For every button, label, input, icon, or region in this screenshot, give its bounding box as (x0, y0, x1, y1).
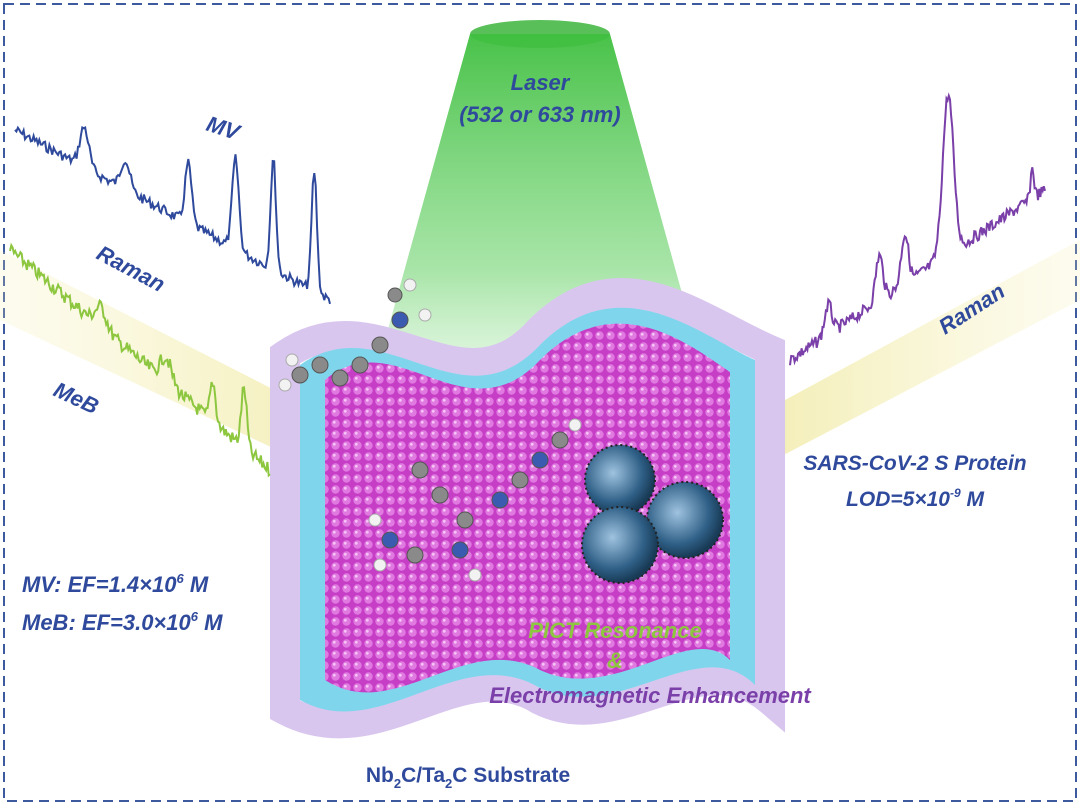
substrate-halo (270, 277, 785, 739)
ef-exponent: 6 (176, 571, 184, 586)
lod-unit: M (961, 488, 985, 511)
molecules (291, 287, 569, 564)
mv-spectrum (14, 125, 331, 305)
lod-text: LOD=5×10 (846, 488, 950, 511)
frame (3, 3, 1077, 802)
ef-text: MV: EF=1.4×10 (22, 572, 177, 597)
ef-unit: M (184, 572, 209, 597)
mxene-sheet (325, 323, 730, 693)
ef-meb: MeB: EF=3.0×106 M (22, 609, 223, 635)
raman-label-left: Raman (93, 240, 170, 297)
substrate-subscript: 2 (445, 776, 452, 791)
sars-cov-2-proteins (581, 444, 724, 584)
substrate-subscript: 2 (394, 776, 401, 791)
laser-wavelength: (532 or 633 nm) (459, 102, 620, 127)
pict-label: PICT Resonance (528, 618, 702, 643)
meb-spectrum (9, 242, 271, 478)
substrate-text: C/Ta (401, 764, 445, 787)
lod-label: LOD=5×10-9 M (846, 486, 984, 511)
substrate-text: Nb (366, 764, 394, 787)
em-label: Electromagnetic Enhancement (489, 683, 812, 708)
sars-spectrum (789, 92, 1046, 366)
mv-label: MV (203, 111, 244, 146)
meb-label: MeB (50, 377, 103, 419)
target-label: SARS-CoV-2 S Protein (803, 452, 1026, 475)
ef-exponent: 6 (191, 609, 199, 624)
ampersand: & (607, 648, 623, 673)
laser-label: Laser (511, 70, 571, 95)
ef-unit: M (198, 610, 223, 635)
ef-text: MeB: EF=3.0×10 (22, 610, 192, 635)
ef-mv: MV: EF=1.4×106 M (22, 571, 209, 597)
substrate-label: Nb2C/Ta2C Substrate (366, 764, 570, 791)
hydrogens (278, 278, 582, 582)
substrate-text: C Substrate (452, 764, 570, 787)
lod-exponent: -9 (950, 486, 961, 500)
